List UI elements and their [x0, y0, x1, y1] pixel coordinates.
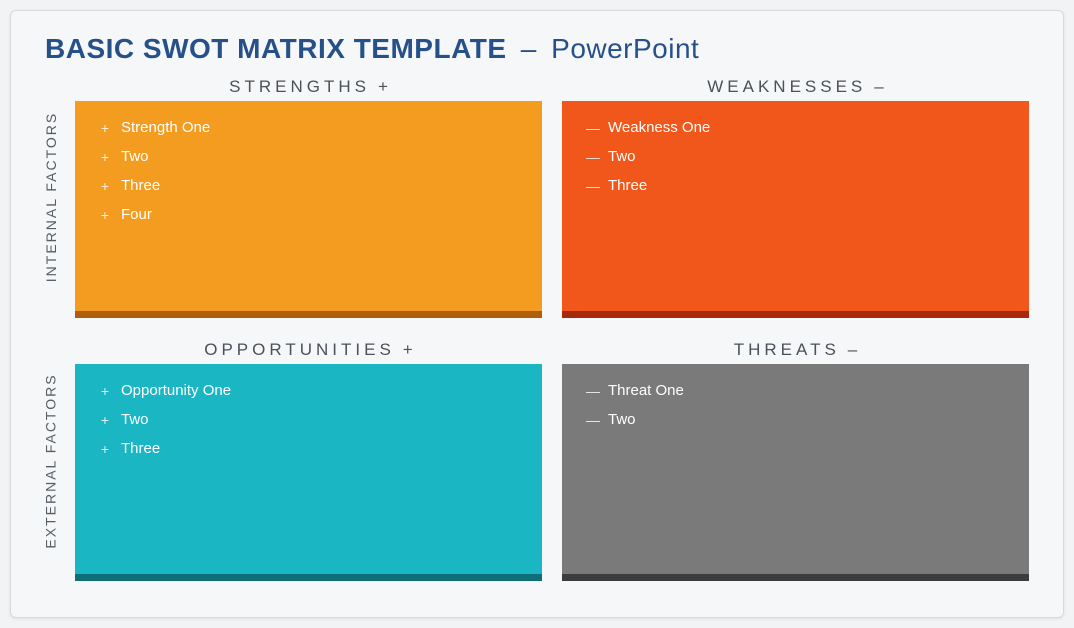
- list-item-label: Two: [608, 148, 636, 165]
- quadrant-weaknesses: WEAKNESSES– — Weakness One — Two — Three: [562, 77, 1029, 318]
- quadrant-body-weaknesses: — Weakness One — Two — Three: [562, 101, 1029, 318]
- plus-icon: +: [99, 207, 111, 223]
- quadrant-header-text: STRENGTHS: [229, 77, 370, 96]
- list-item: + Two: [99, 148, 518, 165]
- list-item: + Three: [99, 440, 518, 457]
- plus-icon: +: [99, 441, 111, 457]
- list-item-label: Threat One: [608, 382, 684, 399]
- list-item: — Three: [586, 177, 1005, 194]
- quadrant-body-opportunities: + Opportunity One + Two + Three: [75, 364, 542, 581]
- list-item: — Weakness One: [586, 119, 1005, 136]
- list-item: — Two: [586, 148, 1005, 165]
- list-item-label: Three: [121, 440, 160, 457]
- minus-icon: —: [586, 120, 598, 136]
- quadrant-header-text: WEAKNESSES: [707, 77, 866, 96]
- list-item: + Three: [99, 177, 518, 194]
- axis-internal: INTERNAL FACTORS: [39, 77, 63, 317]
- axis-labels: INTERNAL FACTORS EXTERNAL FACTORS: [39, 77, 63, 581]
- quadrant-body-threats: — Threat One — Two: [562, 364, 1029, 581]
- title-sub: PowerPoint: [551, 33, 699, 64]
- title-separator: –: [521, 33, 537, 64]
- list-item-label: Weakness One: [608, 119, 710, 136]
- list-item: + Four: [99, 206, 518, 223]
- axis-internal-text: INTERNAL FACTORS: [43, 112, 59, 282]
- minus-icon: –: [848, 340, 857, 359]
- plus-icon: +: [403, 340, 413, 359]
- list-item-label: Two: [608, 411, 636, 428]
- list-item: + Opportunity One: [99, 382, 518, 399]
- list-item: + Strength One: [99, 119, 518, 136]
- quadrant-opportunities: OPPORTUNITIES + + Opportunity One + Two + Three: [75, 340, 542, 581]
- plus-icon: +: [99, 149, 111, 165]
- minus-icon: —: [586, 383, 598, 399]
- quadrant-header-text: OPPORTUNITIES: [204, 340, 395, 359]
- list-item-label: Two: [121, 411, 149, 428]
- quadrant-header-weaknesses: WEAKNESSES–: [562, 77, 1029, 101]
- plus-icon: +: [99, 383, 111, 399]
- quadrant-header-opportunities: OPPORTUNITIES +: [75, 340, 542, 364]
- minus-icon: —: [586, 178, 598, 194]
- page-title: BASIC SWOT MATRIX TEMPLATE – PowerPoint: [45, 33, 1029, 65]
- title-main: BASIC SWOT MATRIX TEMPLATE: [45, 33, 507, 64]
- quadrant-strengths: STRENGTHS + + Strength One + Two + Three + Four: [75, 77, 542, 318]
- list-item-label: Three: [121, 177, 160, 194]
- minus-icon: —: [586, 412, 598, 428]
- axis-external-text: EXTERNAL FACTORS: [43, 373, 59, 548]
- plus-icon: +: [99, 120, 111, 136]
- list-item-label: Opportunity One: [121, 382, 231, 399]
- minus-icon: –: [874, 77, 883, 96]
- list-item-label: Four: [121, 206, 152, 223]
- list-item-label: Strength One: [121, 119, 210, 136]
- list-item: — Two: [586, 411, 1005, 428]
- quadrant-threats: THREATS– — Threat One — Two: [562, 340, 1029, 581]
- matrix-wrap: INTERNAL FACTORS EXTERNAL FACTORS STRENG…: [45, 77, 1029, 581]
- axis-external: EXTERNAL FACTORS: [39, 341, 63, 581]
- quadrant-header-text: THREATS: [734, 340, 840, 359]
- plus-icon: +: [378, 77, 388, 96]
- swot-matrix: STRENGTHS++Strength One+Two+Three+FourWE…: [75, 77, 1029, 581]
- quadrant-header-strengths: STRENGTHS +: [75, 77, 542, 101]
- plus-icon: +: [99, 412, 111, 428]
- quadrant-body-strengths: + Strength One + Two + Three + Four: [75, 101, 542, 318]
- list-item: — Threat One: [586, 382, 1005, 399]
- list-item-label: Three: [608, 177, 647, 194]
- minus-icon: —: [586, 149, 598, 165]
- plus-icon: +: [99, 178, 111, 194]
- quadrant-header-threats: THREATS–: [562, 340, 1029, 364]
- swot-card: BASIC SWOT MATRIX TEMPLATE – PowerPoint …: [10, 10, 1064, 618]
- list-item: + Two: [99, 411, 518, 428]
- list-item-label: Two: [121, 148, 149, 165]
